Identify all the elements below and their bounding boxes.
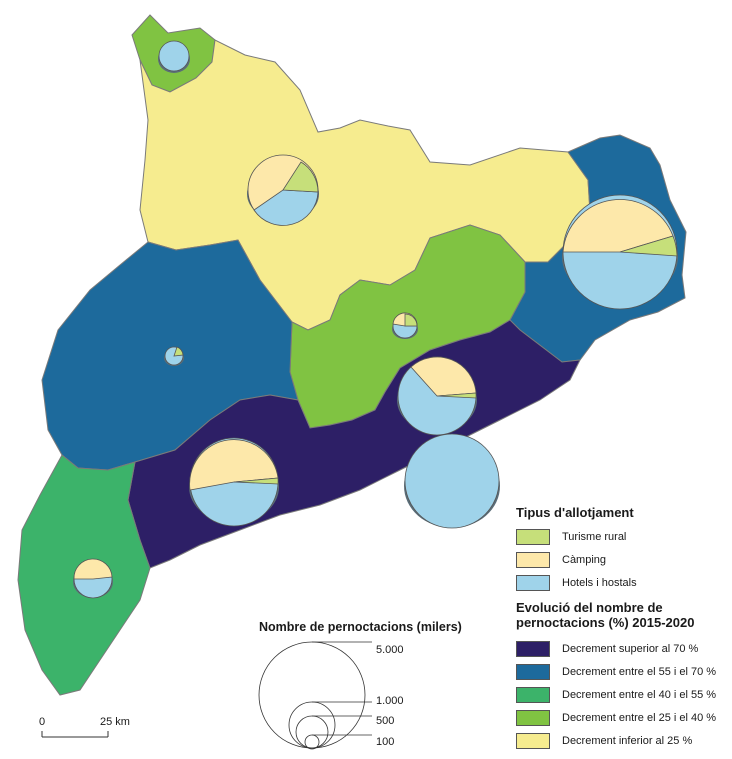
scale-start-label: 0 [39,716,46,728]
legend-item-superior-70: Decrement superior al 70 % [516,640,698,658]
pie-terres-de-lebre [73,558,113,599]
pie-val-aran [158,40,190,73]
pie-ponent [164,346,184,366]
legend-item-inferior-25: Decrement inferior al 25 % [516,732,692,750]
size-legend-circles [258,641,372,750]
swatch-turisme-rural [516,529,550,545]
pie-camp-de-tarragona [189,437,279,527]
legend-item-turisme-rural: Turisme rural [516,528,626,546]
size-label-1000: 1.000 [376,695,404,707]
legend-item-camping: Càmping [516,551,606,569]
evolution-legend-title-line2: pernoctacions (%) 2015-2020 [516,615,695,630]
size-label-100: 100 [376,736,395,748]
legend-item-entre-40-55: Decrement entre el 40 i el 55 % [516,686,716,704]
size-label-500: 500 [376,715,395,727]
size-legend-title: Nombre de pernoctacions (milers) [259,620,462,634]
legend-label: Decrement entre el 25 i el 40 % [562,712,717,724]
legend-label: Decrement inferior al 25 % [562,735,693,747]
legend-label: Decrement entre el 55 i el 70 % [562,666,717,678]
legend-item-entre-55-70: Decrement entre el 55 i el 70 % [516,663,716,681]
swatch-camping [516,552,550,568]
legend-label: Decrement entre el 40 i el 55 % [562,689,717,701]
legend-item-hotels: Hotels i hostals [516,574,637,592]
swatch-entre-55-70 [516,664,550,680]
pie-alt-pirineu [247,154,319,226]
legend-item-entre-25-40: Decrement entre el 25 i el 40 % [516,709,716,727]
legend-label: Hotels i hostals [562,577,637,589]
pie-barcelona [404,433,500,529]
pie-comarques-gironines [562,194,678,310]
swatch-entre-40-55 [516,687,550,703]
scale-end-label: 25 km [100,716,130,728]
pie-comarques-centrals [392,312,418,339]
legend-label: Turisme rural [562,531,627,543]
swatch-inferior-25 [516,733,550,749]
pie-barcelona-comarques [397,356,477,436]
evolution-legend-title-line1: Evolució del nombre de [516,600,663,615]
legend-label: Decrement superior al 70 % [562,643,699,655]
swatch-hotels [516,575,550,591]
swatch-superior-70 [516,641,550,657]
legend-label: Càmping [562,554,607,566]
scale-bar [41,731,109,738]
swatch-entre-25-40 [516,710,550,726]
size-label-5000: 5.000 [376,644,404,656]
accommodation-legend-title: Tipus d'allotjament [516,505,634,520]
